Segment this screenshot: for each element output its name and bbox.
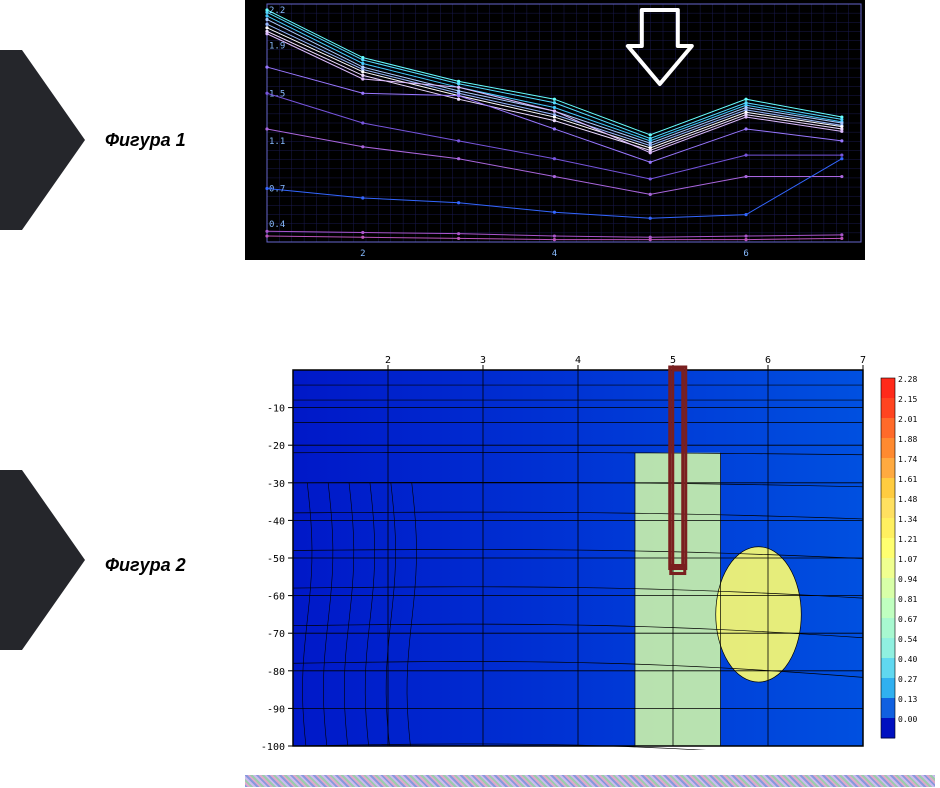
svg-text:4: 4: [552, 249, 557, 259]
svg-text:-20: -20: [267, 441, 285, 452]
svg-text:6: 6: [743, 249, 748, 259]
svg-text:1.61: 1.61: [898, 475, 917, 484]
svg-text:4: 4: [575, 355, 581, 366]
svg-text:1.88: 1.88: [898, 435, 917, 444]
svg-text:0.81: 0.81: [898, 595, 917, 604]
svg-text:-70: -70: [267, 629, 285, 640]
svg-text:1.07: 1.07: [898, 555, 917, 564]
svg-text:3: 3: [480, 355, 486, 366]
svg-text:5: 5: [670, 355, 676, 366]
noise-texture-bar: [245, 775, 935, 787]
svg-text:0.67: 0.67: [898, 615, 917, 624]
svg-text:1.9: 1.9: [269, 42, 285, 52]
svg-text:0.27: 0.27: [898, 675, 917, 684]
svg-text:2: 2: [385, 355, 391, 366]
svg-text:2: 2: [360, 249, 365, 259]
svg-text:-100: -100: [261, 742, 285, 750]
chevron-fig2: [0, 470, 85, 650]
svg-text:-60: -60: [267, 592, 285, 603]
svg-text:7: 7: [860, 355, 866, 366]
chart1-line-plot: 0.40.71.11.51.92.2246: [245, 0, 865, 260]
svg-text:-80: -80: [267, 667, 285, 678]
svg-text:0.54: 0.54: [898, 635, 917, 644]
svg-text:1.1: 1.1: [269, 137, 285, 147]
svg-text:1.34: 1.34: [898, 515, 917, 524]
svg-text:-40: -40: [267, 516, 285, 527]
svg-text:2.01: 2.01: [898, 415, 917, 424]
figure1-label: Фигура 1: [105, 130, 186, 151]
svg-text:-50: -50: [267, 554, 285, 565]
svg-text:1.21: 1.21: [898, 535, 917, 544]
svg-text:-90: -90: [267, 704, 285, 715]
svg-text:0.13: 0.13: [898, 695, 917, 704]
svg-text:2.15: 2.15: [898, 395, 917, 404]
svg-text:6: 6: [765, 355, 771, 366]
svg-text:0.00: 0.00: [898, 715, 917, 724]
svg-text:-10: -10: [267, 404, 285, 415]
svg-text:0.4: 0.4: [269, 220, 285, 230]
chart2-contour-heatmap: 2 3 4 5 6 7 -10 -20 -30 -40 -50 -60 -70 -80 -90 -100 2.2…: [245, 350, 935, 750]
chevron-fig1: [0, 50, 85, 230]
figure2-label: Фигура 2: [105, 555, 186, 576]
svg-text:-30: -30: [267, 479, 285, 490]
svg-text:2.28: 2.28: [898, 375, 917, 384]
svg-text:1.74: 1.74: [898, 455, 917, 464]
svg-text:1.48: 1.48: [898, 495, 917, 504]
svg-text:0.40: 0.40: [898, 655, 917, 664]
svg-text:0.94: 0.94: [898, 575, 917, 584]
